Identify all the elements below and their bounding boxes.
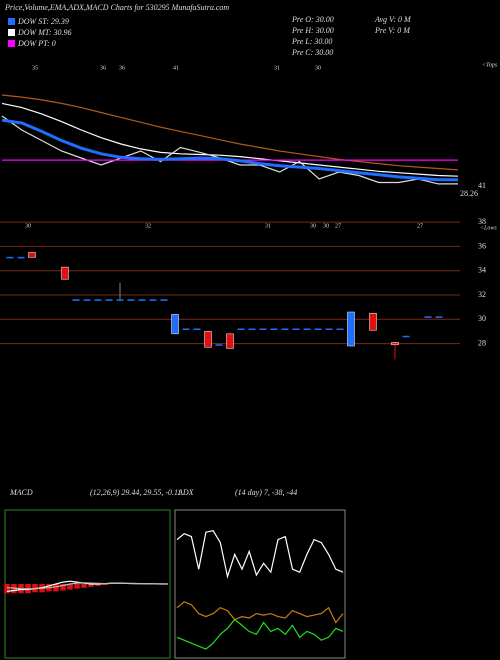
candle-body (171, 314, 179, 335)
panel-border (174, 509, 346, 659)
candle-body (402, 335, 410, 338)
panel-title: MACD (9, 488, 33, 497)
legend-item: DOW ST: 29.39 (17, 17, 69, 26)
info: Pre C: 30.00 (291, 48, 333, 57)
histogram-bar (67, 584, 73, 590)
series-line (176, 530, 344, 579)
volume-info: Avg V: 0 M (374, 15, 412, 24)
candle-body (160, 299, 168, 301)
panel-subtitle: (14 day) 7, -38, -44 (235, 488, 297, 497)
candle-body (292, 328, 300, 330)
candle-body (116, 299, 124, 301)
info: Pre O: 30.00 (291, 15, 334, 24)
candle-body (303, 328, 311, 330)
candle-body (17, 256, 25, 259)
candle-body (83, 299, 91, 301)
candle-body (281, 328, 289, 330)
series-line (1, 94, 459, 171)
histogram-bar (74, 584, 80, 589)
volume-info: Pre V: 0 M (374, 26, 411, 35)
y-tick-label: 28 (478, 338, 486, 347)
chart-title: Price,Volume,EMA,ADX,MACD Charts for 530… (4, 3, 229, 12)
candle-body (270, 328, 278, 330)
top-label: 35 (32, 65, 38, 71)
lows-label: <Lows (480, 225, 497, 231)
histogram-bar (60, 584, 66, 591)
candle-body (215, 344, 223, 346)
y-tick-label: 36 (478, 241, 486, 250)
candle-body (226, 333, 234, 349)
histogram-bar (4, 584, 10, 594)
top-label: 36 (100, 65, 106, 71)
y-tick-label: 34 (478, 266, 486, 275)
panel-subtitle: (12,26,9) 29.44, 29.55, -0.11 (90, 488, 181, 497)
low-label: 30 (25, 223, 31, 229)
histogram-bar (81, 584, 87, 588)
candle-body (347, 311, 355, 347)
legend-item: DOW MT: 30.96 (17, 28, 72, 37)
low-label: 32 (145, 223, 151, 229)
top-label: 30 (315, 65, 321, 71)
low-label: 31 (265, 223, 271, 229)
histogram-bar (53, 584, 59, 592)
candle-body (369, 312, 377, 331)
candle-body (248, 328, 256, 330)
low-label: 27 (417, 223, 423, 229)
candle-body (72, 299, 80, 301)
low-label: 30 (323, 223, 329, 229)
series-line (1, 115, 458, 185)
candle-body (237, 328, 245, 330)
candle-body (435, 316, 443, 318)
candle-body (391, 342, 399, 346)
series-line (6, 582, 169, 590)
y-tick-label: 32 (478, 290, 486, 299)
legend-item: DOW PT: 0 (17, 39, 56, 48)
candle-body (204, 331, 212, 348)
last-price: 28.26 (460, 189, 478, 198)
top-label: 31 (274, 65, 280, 71)
candle-body (61, 266, 69, 280)
info: Pre L: 30.00 (291, 37, 332, 46)
histogram-bar (95, 584, 101, 586)
top-label: 36 (119, 65, 125, 71)
candle-body (336, 328, 344, 330)
panel-title: ADX (177, 488, 195, 497)
candle-body (138, 299, 146, 301)
series-line (176, 618, 344, 650)
low-label: 27 (335, 223, 341, 229)
candle-body (193, 328, 201, 330)
y-tick-label: 30 (478, 314, 486, 323)
right-label: 41 (478, 181, 486, 190)
candle-body (325, 328, 333, 330)
legend-swatch (8, 40, 15, 47)
top-label: 41 (173, 65, 179, 71)
candle-body (94, 299, 102, 301)
low-label: 30 (310, 223, 316, 229)
series-line (1, 118, 458, 182)
info: Pre H: 30.00 (291, 26, 334, 35)
legend-swatch (8, 29, 15, 36)
candle-body (105, 299, 113, 301)
series-line (176, 601, 344, 624)
histogram-bar (88, 584, 94, 587)
candle-body (314, 328, 322, 330)
candle-body (149, 299, 157, 301)
series-line (1, 102, 459, 177)
candle-body (127, 299, 135, 301)
candle-body (28, 252, 36, 258)
histogram-bar (102, 584, 108, 585)
candle-body (6, 256, 14, 259)
candle-body (259, 328, 267, 330)
tops-label: <Tops (482, 62, 498, 68)
candle-body (182, 328, 190, 330)
legend-swatch (8, 18, 15, 25)
candle-body (424, 316, 432, 318)
y-tick-label: 38 (478, 217, 486, 226)
